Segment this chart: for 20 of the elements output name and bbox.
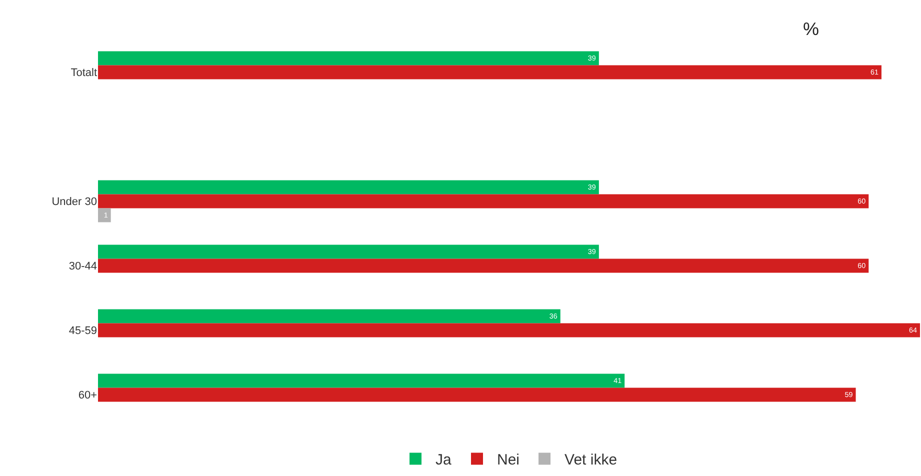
bar <box>98 208 111 222</box>
bar <box>98 51 599 66</box>
bar <box>98 323 920 338</box>
annotation: % <box>803 19 820 39</box>
bar <box>98 194 869 208</box>
bar <box>98 258 869 273</box>
bar <box>98 180 599 194</box>
legend-label: Nei <box>497 452 520 469</box>
y-tick-label: Totalt <box>70 67 97 80</box>
bar <box>98 374 625 388</box>
legend-label: Vet ikke <box>564 452 618 469</box>
bar <box>98 244 599 259</box>
y-tick-label: 60+ <box>78 390 97 402</box>
bar <box>98 309 560 324</box>
y-tick-label: 45-59 <box>68 325 97 338</box>
bar <box>98 65 882 80</box>
bar <box>98 388 856 402</box>
y-tick-label: 30-44 <box>68 260 97 273</box>
legend-label: Ja <box>436 452 452 469</box>
y-tick-label: Under 30 <box>52 196 97 208</box>
